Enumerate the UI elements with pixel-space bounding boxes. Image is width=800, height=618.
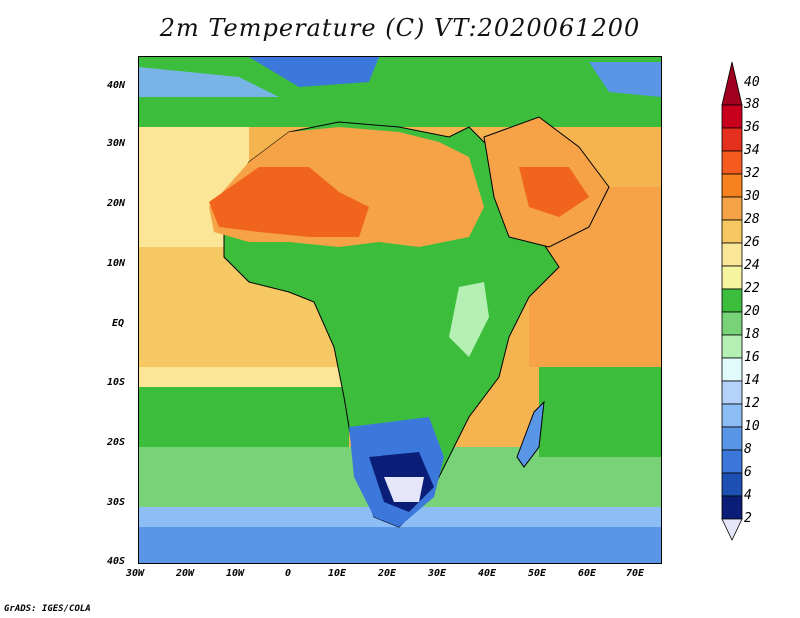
east-africa-highlands: [449, 282, 489, 357]
colorbar-segment: [721, 104, 743, 129]
colorbar-top-arrow: [721, 61, 743, 106]
south-atlantic-green: [139, 387, 349, 447]
lat-tick-label: 30N: [107, 138, 126, 149]
colorbar-label: 34: [744, 143, 760, 158]
colorbar-segment: [721, 449, 743, 474]
lon-tick-label: 10E: [328, 568, 347, 579]
lon-tick-label: 70E: [626, 568, 645, 579]
colorbar-label: 36: [744, 120, 760, 135]
lon-tick-label: 40E: [478, 568, 497, 579]
lat-tick-label: 40S: [107, 556, 126, 567]
lon-tick-label: 20E: [378, 568, 397, 579]
colorbar-label: 14: [744, 373, 760, 388]
lon-tick-label: 50E: [528, 568, 547, 579]
colorbar-label: 24: [744, 258, 760, 273]
colorbar-label: 10: [744, 419, 760, 434]
central-asia-cold: [589, 62, 661, 97]
colorbar-segment: [721, 357, 743, 382]
lon-tick-label: 30E: [428, 568, 447, 579]
chart-title: 2m Temperature (C) VT:2020061200: [159, 14, 641, 42]
colorbar-label: 16: [744, 350, 760, 365]
lat-tick-label: EQ: [112, 318, 125, 329]
colorbar-label: 2: [744, 511, 752, 526]
colorbar-label: 30: [744, 189, 760, 204]
colorbar-label: 12: [744, 396, 760, 411]
colorbar-label: 4: [744, 488, 752, 503]
temperature-map: [138, 56, 662, 564]
colorbar-label: 26: [744, 235, 760, 250]
colorbar-segment: [721, 173, 743, 198]
colorbar-segment: [721, 242, 743, 267]
lon-tick-label: 30W: [126, 568, 145, 579]
colorbar-segment: [721, 127, 743, 152]
credit-text: GrADS: IGES/COLA: [4, 604, 91, 614]
lat-tick-label: 10S: [107, 377, 126, 388]
colorbar-segment: [721, 150, 743, 175]
colorbar-label: 8: [744, 442, 752, 457]
colorbar-segment: [721, 380, 743, 405]
colorbar-label: 22: [744, 281, 760, 296]
colorbar-label: 18: [744, 327, 760, 342]
map-svg: [139, 57, 661, 563]
indian-ocean-south: [539, 357, 661, 457]
madagascar: [516, 400, 545, 468]
colorbar-segment: [721, 495, 743, 520]
colorbar-segment: [721, 288, 743, 313]
lat-tick-label: 20S: [107, 437, 126, 448]
colorbar-segment: [721, 196, 743, 221]
lat-tick-label: 10N: [107, 258, 126, 269]
colorbar-bottom-arrow: [721, 518, 743, 541]
colorbar-label: 6: [744, 465, 752, 480]
west-sahara-hot: [209, 167, 369, 237]
arabia-hot: [519, 167, 589, 217]
colorbar-label: 20: [744, 304, 760, 319]
lon-tick-label: 0: [285, 568, 292, 579]
colorbar-segment: [721, 219, 743, 244]
colorbar-segment: [721, 472, 743, 497]
lat-tick-label: 30S: [107, 497, 126, 508]
colorbar-label: 40: [744, 75, 760, 90]
colorbar-label: 32: [744, 166, 760, 181]
iberia-cold: [249, 57, 379, 87]
colorbar-segment: [721, 426, 743, 451]
lon-tick-label: 60E: [578, 568, 597, 579]
lon-tick-label: 10W: [226, 568, 245, 579]
colorbar-label: 28: [744, 212, 760, 227]
southern-africa-frost: [384, 477, 424, 502]
southern-ocean-cold: [139, 527, 661, 563]
colorbar-segment: [721, 403, 743, 428]
colorbar-segment: [721, 265, 743, 290]
lat-tick-label: 20N: [107, 198, 126, 209]
lat-tick-label: 40N: [107, 80, 126, 91]
lon-tick-label: 20W: [176, 568, 195, 579]
colorbar-label: 38: [744, 97, 760, 112]
colorbar-segment: [721, 311, 743, 336]
colorbar: [721, 61, 743, 541]
europe-region: [139, 57, 661, 127]
colorbar-segment: [721, 334, 743, 359]
